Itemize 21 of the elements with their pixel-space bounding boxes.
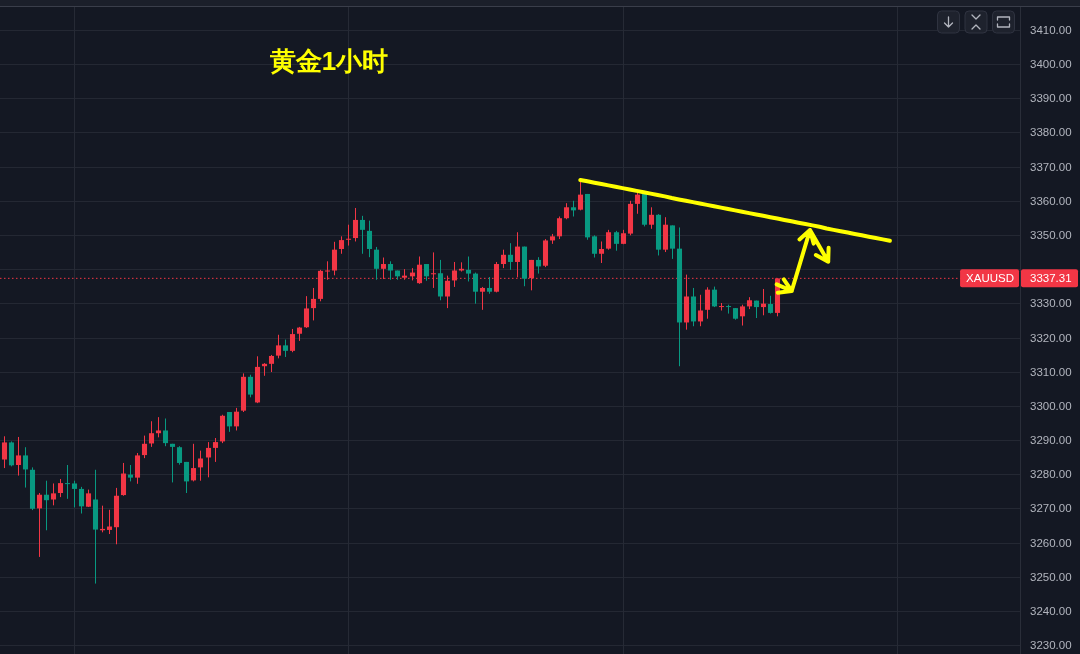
y-tick-label: 3330.00 — [1030, 297, 1072, 310]
y-tick-label: 3250.00 — [1030, 570, 1072, 583]
ref-line-label: XAUUSD — [966, 272, 1014, 285]
y-tick-label: 3370.00 — [1030, 160, 1072, 173]
y-tick-label: 3280.00 — [1030, 468, 1072, 481]
y-tick-label: 3290.00 — [1030, 434, 1072, 447]
y-tick-label: 3270.00 — [1030, 502, 1072, 515]
y-tick-label: 3230.00 — [1030, 639, 1072, 652]
y-tick-label: 3400.00 — [1030, 58, 1072, 71]
y-tick-label: 3320.00 — [1030, 331, 1072, 344]
y-tick-label: 3350.00 — [1030, 228, 1072, 241]
y-tick-label: 3240.00 — [1030, 604, 1072, 617]
y-tick-label: 3390.00 — [1030, 92, 1072, 105]
annotation: 3337.31 — [1021, 269, 1078, 288]
y-tick-label: 3410.00 — [1030, 23, 1072, 36]
y-tick-label: 3260.00 — [1030, 536, 1072, 549]
y-tick-label: 3380.00 — [1030, 126, 1072, 139]
title: 黄金1小时 — [269, 46, 389, 76]
y-tick-label: 3360.00 — [1030, 194, 1072, 207]
y-tick-label: 3310.00 — [1030, 365, 1072, 378]
y-tick-label: 3300.00 — [1030, 399, 1072, 412]
